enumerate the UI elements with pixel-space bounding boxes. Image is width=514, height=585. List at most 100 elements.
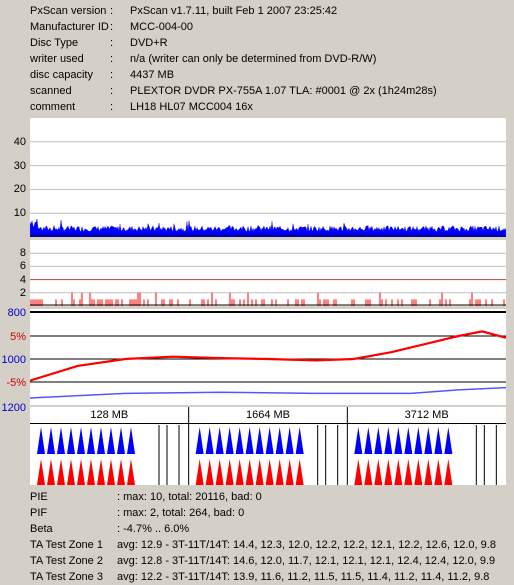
zone-peak-bottom [97,459,105,485]
info-label: writer used [30,53,84,65]
y-tick-label: 1200 [1,402,26,414]
zone-peak-top [57,427,65,454]
y-tick-label: 8 [19,247,26,260]
info-separator: : [110,37,114,49]
zone-peak-bottom [245,459,254,485]
stat-label: TA Test Zone 1 [30,539,103,551]
info-value: n/a (writer can only be determined from … [130,53,377,65]
zone-peak-bottom [235,459,244,485]
stat-value: avg: 12.2 - 3T-11T/14T: 13.9, 11.6, 11.2… [117,571,490,583]
zone-peak-bottom [117,459,125,485]
zone-peak-bottom [87,459,95,485]
info-separator: : [110,5,114,17]
jitter-chart-svg [30,311,506,399]
info-value: DVD+R [130,37,168,49]
ta-zones: 128 MB 1664 MB 3712 MB [30,407,506,485]
zone-peak-top [87,427,95,454]
info-label: PxScan version [30,5,107,17]
zone-peak-bottom [107,459,115,485]
info-separator: : [110,69,114,81]
zone-peak-top [394,427,403,454]
stat-label: PIF [30,507,48,519]
stat-label: PIE [30,491,48,503]
zone-peak-bottom [37,459,45,485]
jitter-series [30,386,506,399]
zone-peak-top [404,427,413,454]
disc-info-panel: PxScan version: PxScan v1.7.11, built Feb… [0,0,514,118]
y-tick-label: 1000 [1,354,26,366]
zone-peak-top [354,427,363,454]
zone-peak-bottom [195,459,204,485]
zone-peak-top [107,427,115,454]
zone-peak-bottom [285,459,294,485]
info-separator: : [110,101,114,113]
zone-peak-bottom [394,459,403,485]
zone-peak-bottom [205,459,214,485]
info-separator: : [110,53,114,65]
y-tick-label: 2 [19,286,26,299]
zone-peak-bottom [77,459,85,485]
zone-peak-bottom [67,459,75,485]
zone-peak-top [265,427,274,454]
zone-peak-top [37,427,45,454]
beta-series [30,330,506,382]
zone-peak-top [424,427,433,454]
zone-peak-top [374,427,383,454]
zone-peak-top [235,427,244,454]
y-tick-label: -5% [6,377,26,389]
zone-peak-top [434,427,443,454]
info-separator: : [110,85,114,97]
zone-peak-top [255,427,264,454]
pie-series [30,219,506,237]
stat-label: TA Test Zone 2 [30,555,103,567]
y-tick-label: 40 [13,135,26,148]
zone-peak-bottom [444,459,453,485]
zone-peak-bottom [127,459,135,485]
zone-peak-bottom [225,459,234,485]
zone-peak-top [215,427,224,454]
zone-peak-bottom [57,459,65,485]
zone-peak-top [275,427,284,454]
y-tick-label: 30 [13,159,26,172]
zone-peak-top [245,427,254,454]
stat-value: : max: 10, total: 20116, bad: 0 [117,491,262,503]
info-value: PxScan v1.7.11, built Feb 1 2007 23:25:4… [130,5,338,17]
zone-peak-bottom [384,459,393,485]
zone-peak-top [384,427,393,454]
info-value: MCC-004-00 [130,21,193,33]
info-value: LH18 HL07 MCC004 16x [130,101,253,113]
zone-peak-top [195,427,204,454]
info-label: Disc Type [30,37,79,49]
pif-chart-svg [30,252,506,306]
pie-plot [30,118,506,237]
info-value: 4437 MB [130,69,175,81]
info-value: PLEXTOR DVDR PX-755A 1.07 TLA: #0001 @ 2… [130,85,437,97]
y-tick-label: 20 [13,183,26,196]
zone-peak-bottom [414,459,423,485]
info-separator: : [110,21,114,33]
zone-peak-bottom [295,459,304,485]
jitter-plot [30,309,506,405]
zone-peak-top [77,427,85,454]
zone-peak-bottom [255,459,264,485]
y-tick-label: 6 [19,260,26,273]
zone-label: 3712 MB [404,409,449,421]
zone-peak-bottom [374,459,383,485]
zone-peak-top [225,427,234,454]
zone-peak-top [97,427,105,454]
zone-peak-bottom [265,459,274,485]
stat-value: avg: 12.9 - 3T-11T/14T: 14.4, 12.3, 12.0… [117,539,496,551]
zone-peak-top [127,427,135,454]
zone-peak-bottom [364,459,373,485]
zone-header [30,407,506,424]
y-tick-label: 800 [7,307,26,319]
info-label: comment [30,101,76,113]
stat-label: TA Test Zone 3 [30,571,103,583]
zone-peak-bottom [354,459,363,485]
zone-peak-top [285,427,294,454]
pif-plot [30,240,506,306]
stat-value: : max: 2, total: 264, bad: 0 [117,507,245,519]
zone-peak-bottom [215,459,224,485]
zone-peak-top [205,427,214,454]
pie-chart-svg [30,141,506,237]
